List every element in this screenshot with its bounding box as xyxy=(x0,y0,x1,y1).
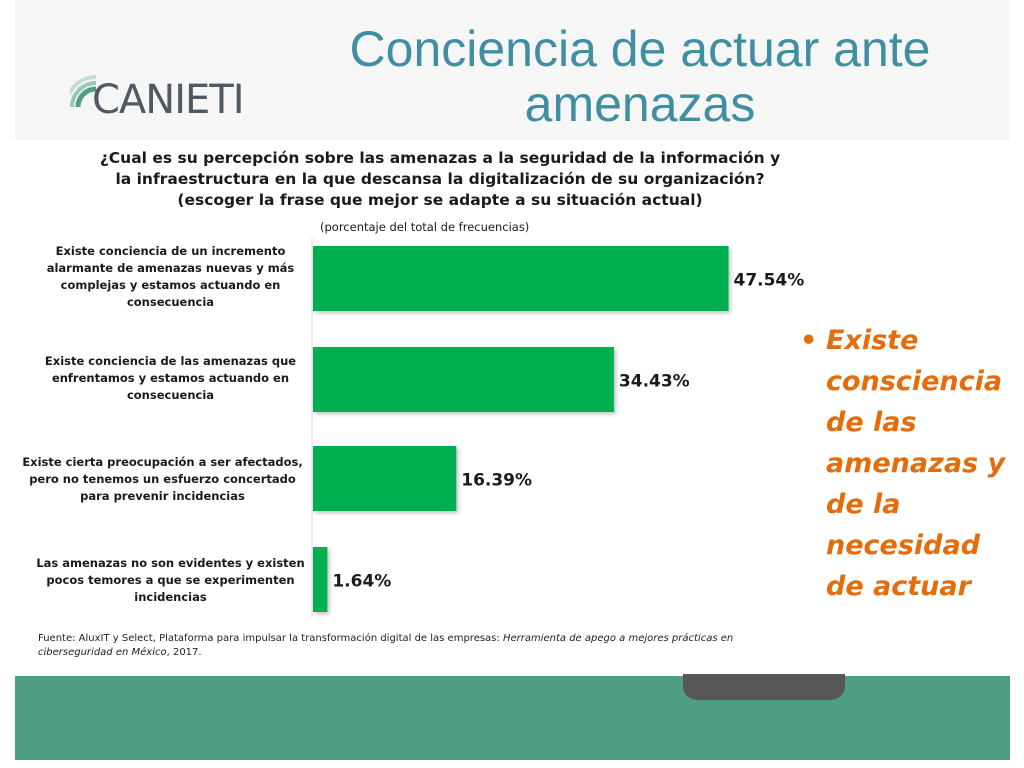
category-label-4: Las amenazas no son evidentes y existen … xyxy=(36,556,305,604)
bar-value-label-4: 1.64% xyxy=(332,572,391,592)
key-finding-text: Existe consciencia de las amenazas y de … xyxy=(826,325,1006,602)
chart-subtitle: (porcentaje del total de frecuencias) xyxy=(320,220,530,234)
header-band xyxy=(15,0,1010,140)
footer-band xyxy=(15,676,1010,760)
bullet-icon: • xyxy=(800,325,818,356)
category-label-3: Existe cierta preocupación a ser afectad… xyxy=(22,455,303,503)
canieti-logo-icon xyxy=(70,75,97,108)
footer-tab-handle xyxy=(683,674,845,700)
source-note: Fuente: AluxIT y Select, Plataforma para… xyxy=(38,633,734,658)
category-label-1: Existe conciencia de un incremento alarm… xyxy=(46,244,295,309)
question-line-2: la infraestructura en la que descansa la… xyxy=(115,170,765,188)
bar-value-label-1: 47.54% xyxy=(733,271,804,291)
brand-name: CANIETI xyxy=(92,77,245,123)
page-title: Conciencia de actuar ante amenazas xyxy=(349,21,931,132)
question-line-1: ¿Cual es su percepción sobre las amenaza… xyxy=(99,149,781,167)
bar-4 xyxy=(313,547,328,612)
question-line-3: (escoger la frase que mejor se adapte a … xyxy=(177,191,703,209)
bar-value-label-2: 34.43% xyxy=(619,372,690,392)
chart-question: ¿Cual es su percepción sobre las amenaza… xyxy=(40,148,840,211)
bar-3 xyxy=(313,446,457,511)
bar-1 xyxy=(313,246,729,311)
bar-value-label-3: 16.39% xyxy=(461,471,532,491)
category-label-2: Existe conciencia de las amenazas que en… xyxy=(44,354,297,402)
bar-2 xyxy=(313,347,614,412)
